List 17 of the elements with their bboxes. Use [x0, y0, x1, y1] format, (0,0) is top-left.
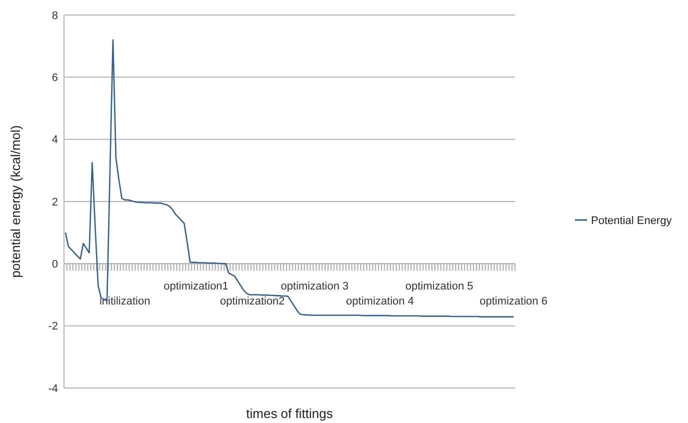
x-tick-label: optimization1 [164, 280, 228, 293]
y-tick-label: -4 [48, 382, 58, 395]
legend-label: Potential Energy [591, 214, 672, 227]
y-tick-label: 2 [52, 196, 58, 208]
x-tick-label: optimization 5 [405, 280, 474, 293]
y-tick-label: -2 [48, 320, 58, 333]
y-axis-title: potential energy (kcal/mol) [8, 125, 23, 278]
x-tick-label: optimization2 [220, 296, 285, 308]
x-tick-label: optimization 6 [480, 296, 548, 308]
x-tick-label: optimization 3 [280, 280, 349, 293]
y-tick-label: 0 [52, 258, 58, 271]
x-tick-label: initilization [99, 296, 150, 308]
x-axis-title: times of fittings [246, 406, 334, 421]
x-tick-label: optimization 4 [346, 296, 414, 308]
y-tick-label: 4 [52, 134, 58, 146]
y-tick-label: 6 [52, 72, 58, 84]
y-tick-label: 8 [52, 10, 58, 22]
